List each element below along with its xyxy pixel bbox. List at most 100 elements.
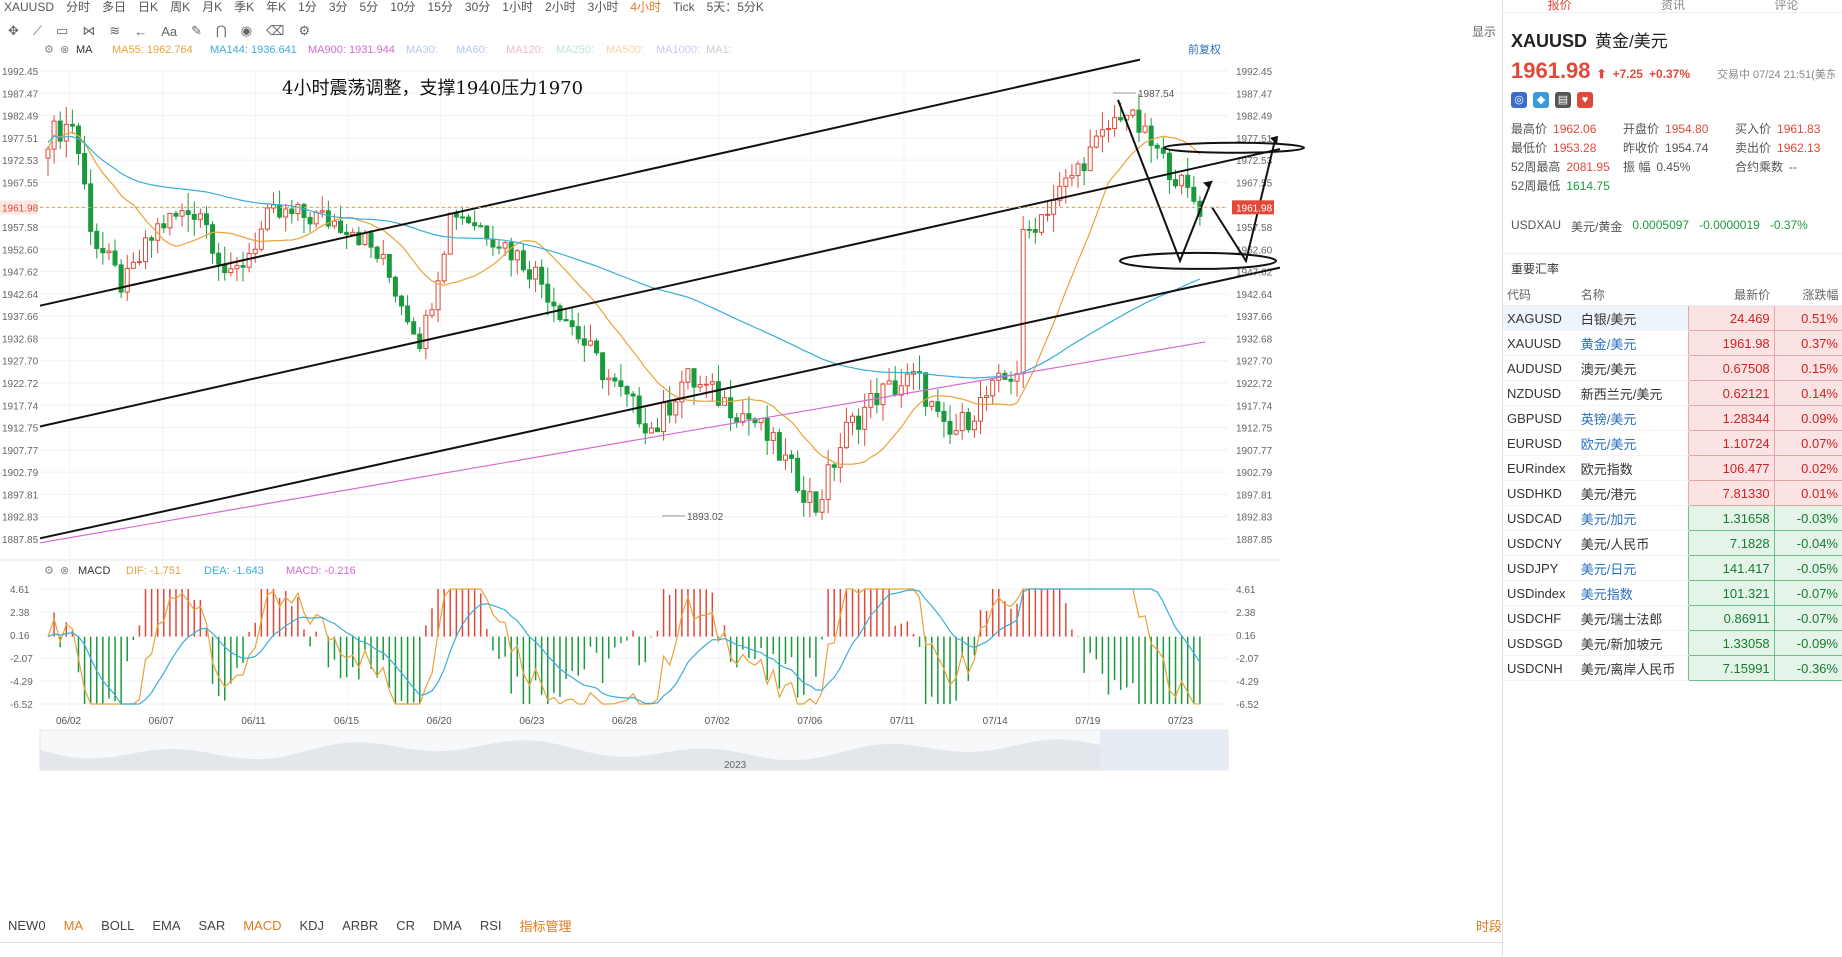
usdxau-row[interactable]: USDXAU 美元/黄金 0.0005097 -0.0000019 -0.37% — [1503, 218, 1842, 235]
globe-icon[interactable]: ◎ — [1511, 92, 1527, 108]
period-tab-6[interactable]: 年K — [266, 0, 287, 14]
indicator-tab-6[interactable]: KDJ — [299, 917, 325, 933]
rate-row[interactable]: XAGUSD 白银/美元 24.469 0.51% — [1503, 305, 1842, 331]
rate-row[interactable]: USDSGD 美元/新加坡元 1.33058 -0.09% — [1503, 630, 1842, 656]
chart-area[interactable]: ⚙ ⊗ MA MA55: 1962.764 MA144: 1936.641 MA900: … — [0, 42, 1502, 904]
period-tab-15[interactable]: 3小时 — [587, 0, 619, 14]
period-tab-7[interactable]: 1分 — [298, 0, 317, 14]
macd-settings-icon: ⚙ — [44, 565, 54, 577]
rate-pct: -0.05% — [1773, 555, 1842, 581]
indicator-tab-4[interactable]: SAR — [198, 917, 226, 933]
stat-1: 开盘价 1954.80 — [1623, 120, 1735, 137]
rate-row[interactable]: NZDUSD 新西兰元/美元 0.62121 0.14% — [1503, 380, 1842, 406]
period-tab-11[interactable]: 15分 — [427, 0, 453, 14]
rate-row[interactable]: USDHKD 美元/港元 7.81330 0.01% — [1503, 480, 1842, 506]
text-icon[interactable]: Aa — [161, 23, 178, 39]
brush-icon[interactable]: ✎ — [191, 23, 203, 38]
rate-row[interactable]: EURindex 欧元指数 106.477 0.02% — [1503, 455, 1842, 481]
period-tab-3[interactable]: 周K — [170, 0, 191, 14]
period-tab-2[interactable]: 日K — [138, 0, 159, 14]
period-tab-17[interactable]: Tick — [673, 0, 695, 14]
indicator-tab-5[interactable]: MACD — [243, 917, 282, 933]
indicator-tab-9[interactable]: DMA — [432, 917, 462, 933]
rates-header-3[interactable]: 涨跌幅 — [1774, 283, 1842, 306]
shape-icon[interactable]: ▭ — [56, 23, 69, 38]
period-tab-16[interactable]: 4小时 — [630, 0, 662, 14]
period-tab-14[interactable]: 2小时 — [544, 0, 576, 14]
period-tab-1[interactable]: 多日 — [102, 0, 127, 14]
navigator[interactable]: 2023 — [39, 729, 1229, 771]
price-tick-left: 1932.68 — [2, 334, 39, 345]
channel-icon[interactable]: ≋ — [109, 23, 121, 38]
price-tick-left: 1927.70 — [2, 357, 39, 368]
macd-tick-right: 4.61 — [1236, 585, 1256, 596]
candle-body — [880, 383, 886, 406]
indicator-tab-3[interactable]: EMA — [152, 917, 181, 933]
rate-row[interactable]: USDCNY 美元/人民币 7.1828 -0.04% — [1503, 530, 1842, 556]
rate-row[interactable]: USDCHF 美元/瑞士法郎 0.86911 -0.07% — [1503, 605, 1842, 631]
indicator-tab-11[interactable]: 指标管理 — [519, 918, 572, 934]
symbol-label[interactable]: XAUUSD — [4, 0, 55, 14]
rate-row[interactable]: GBPUSD 英镑/美元 1.28344 0.09% — [1503, 405, 1842, 431]
trend-line-icon[interactable]: ⟋ — [32, 23, 43, 38]
price-tick-right: 1972.53 — [1236, 156, 1273, 167]
price-tick-left: 1987.47 — [2, 89, 39, 100]
period-tab-9[interactable]: 5分 — [359, 0, 379, 14]
chart-svg[interactable]: ⚙ ⊗ MA MA55: 1962.764 MA144: 1936.641 MA900: … — [0, 42, 1502, 904]
panel-tab-0[interactable]: 报价 — [1547, 0, 1572, 12]
eye-icon[interactable]: ◉ — [240, 23, 253, 38]
rate-row[interactable]: USDCNH 美元/离岸人民币 7.15991 -0.36% — [1503, 655, 1842, 681]
price-tick-left: 1922.72 — [2, 379, 39, 390]
period-tab-18[interactable]: 5天：5分K — [706, 0, 764, 14]
rate-name: 欧元指数 — [1576, 455, 1689, 481]
panel-tab-1[interactable]: 资讯 — [1660, 0, 1685, 12]
rate-row[interactable]: EURUSD 欧元/美元 1.10724 0.07% — [1503, 430, 1842, 456]
rate-row[interactable]: USDindex 美元指数 101.321 -0.07% — [1503, 580, 1842, 606]
fib-icon[interactable]: ⋈ — [82, 23, 96, 38]
ma-legend-item-5: MA120: — [506, 44, 544, 56]
rates-header-1[interactable]: 名称 — [1576, 283, 1689, 306]
session-button[interactable]: 时段 — [1475, 918, 1502, 934]
crosshair-icon[interactable]: ✥ — [8, 23, 19, 38]
channel-mid — [39, 148, 1281, 428]
candle-body — [1081, 163, 1087, 172]
indicator-tab-2[interactable]: BOLL — [101, 917, 135, 933]
rate-name: 欧元/美元 — [1576, 430, 1689, 456]
rate-row[interactable]: USDCAD 美元/加元 1.31658 -0.03% — [1503, 505, 1842, 531]
rate-row[interactable]: XAUUSD 黄金/美元 1961.98 0.37% — [1503, 330, 1842, 356]
adjust-link[interactable]: 前复权 — [1188, 42, 1221, 56]
rates-header-2[interactable]: 最新价 — [1688, 283, 1775, 306]
display-menu[interactable]: 显示 — [1471, 24, 1496, 39]
stat-value: 1962.06 — [1553, 122, 1597, 136]
rate-row[interactable]: AUDUSD 澳元/美元 0.67508 0.15% — [1503, 355, 1842, 381]
date-tick: 07/11 — [890, 716, 915, 727]
heart-icon[interactable]: ♥ — [1577, 92, 1593, 108]
indicator-tab-8[interactable]: CR — [396, 917, 415, 933]
tag-icon[interactable]: ◆ — [1533, 92, 1549, 108]
indicator-tab-10[interactable]: RSI — [479, 917, 502, 933]
period-tab-4[interactable]: 月K — [202, 0, 223, 14]
period-tab-10[interactable]: 10分 — [390, 0, 416, 14]
rates-header-0[interactable]: 代码 — [1503, 283, 1577, 306]
rate-row[interactable]: USDJPY 美元/日元 141.417 -0.05% — [1503, 555, 1842, 581]
delete-icon[interactable]: ⌫ — [266, 23, 285, 38]
period-tab-13[interactable]: 1小时 — [502, 0, 533, 14]
candle-body — [1112, 117, 1118, 130]
indicator-tab-7[interactable]: ARBR — [342, 917, 379, 933]
period-tab-12[interactable]: 30分 — [464, 0, 491, 14]
period-tab-0[interactable]: 分时 — [66, 0, 91, 14]
note-icon[interactable]: ▤ — [1555, 92, 1571, 108]
period-tab-5[interactable]: 季K — [234, 0, 255, 14]
magnet-icon[interactable]: ⋂ — [216, 23, 227, 38]
period-tab-8[interactable]: 3分 — [328, 0, 348, 14]
candle-body — [350, 231, 356, 235]
indicator-tab-0[interactable]: NEW0 — [8, 917, 46, 933]
date-axis: 06/02 06/07 06/11 06/15 06/20 06/23 06/28 07/02… — [56, 716, 1193, 727]
arrow-icon[interactable]: ← — [134, 23, 148, 39]
price-tick-right: 1982.49 — [1236, 112, 1273, 123]
candle-body — [1191, 186, 1197, 202]
price-tick-right: 1907.77 — [1236, 446, 1273, 457]
settings-icon[interactable]: ⚙ — [298, 23, 311, 38]
indicator-tab-1[interactable]: MA — [63, 917, 84, 933]
panel-tab-2[interactable]: 评论 — [1774, 0, 1799, 12]
